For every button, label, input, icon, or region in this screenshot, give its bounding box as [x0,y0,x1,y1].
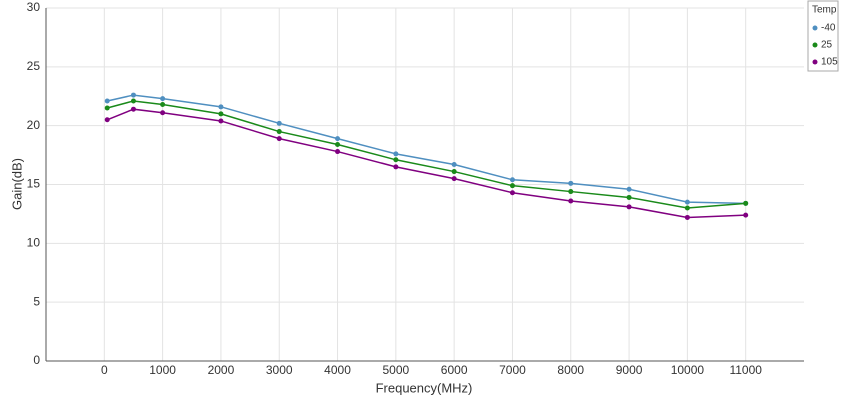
y-tick-label: 30 [27,0,41,14]
x-tick-label: 8000 [557,363,584,377]
data-point [568,180,574,186]
data-point [130,98,136,104]
data-point [104,105,110,111]
x-tick-label: 9000 [616,363,643,377]
x-tick-label: 10000 [671,363,705,377]
data-point [626,186,632,192]
data-point [218,118,224,124]
legend-label: -40 [821,23,836,34]
legend-box [807,0,839,72]
data-point [568,189,574,195]
data-point [684,214,690,220]
legend-title: Temp [812,5,837,16]
data-point [451,176,457,182]
data-point [104,117,110,123]
y-tick-label: 5 [33,294,40,308]
data-point [684,199,690,205]
data-point [160,101,166,107]
data-point [276,120,282,126]
legend-label: 105 [821,57,838,68]
data-point [451,169,457,175]
data-point [509,183,515,189]
x-tick-label: 4000 [324,363,351,377]
data-point [276,129,282,135]
data-point [451,161,457,167]
y-tick-label: 10 [27,236,41,250]
data-point [626,204,632,210]
x-tick-label: 6000 [441,363,468,377]
x-tick-label: 1000 [149,363,176,377]
data-point [160,96,166,102]
data-point [218,104,224,110]
x-tick-label: 11000 [729,363,762,377]
data-point [568,198,574,204]
x-tick-label: 5000 [382,363,409,377]
data-point [218,111,224,117]
data-point [393,157,399,163]
data-point [276,136,282,142]
y-axis-label: Gain(dB) [9,158,24,210]
legend-marker [812,42,818,48]
data-point [130,92,136,98]
data-point [684,205,690,211]
data-point [393,164,399,170]
data-point [335,149,341,155]
x-tick-label: 2000 [208,363,235,377]
data-point [743,200,749,206]
y-tick-label: 25 [27,59,41,73]
data-point [509,190,515,196]
data-point [393,151,399,157]
y-tick-label: 15 [27,177,41,191]
series-line [107,100,746,209]
legend-marker [812,59,818,65]
data-point [335,136,341,142]
x-tick-label: 3000 [266,363,293,377]
y-tick-label: 0 [33,353,40,367]
data-point [335,141,341,147]
x-tick-label: 7000 [499,363,526,377]
data-point [130,106,136,112]
data-point [104,98,110,104]
legend-marker [812,25,818,31]
data-point [626,194,632,200]
data-point [743,212,749,218]
legend-label: 25 [821,40,833,51]
x-tick-label: 0 [101,363,108,377]
x-axis-label: Frequency(MHz) [376,380,473,395]
data-point [160,110,166,116]
y-tick-label: 20 [27,118,41,132]
data-point [509,177,515,183]
